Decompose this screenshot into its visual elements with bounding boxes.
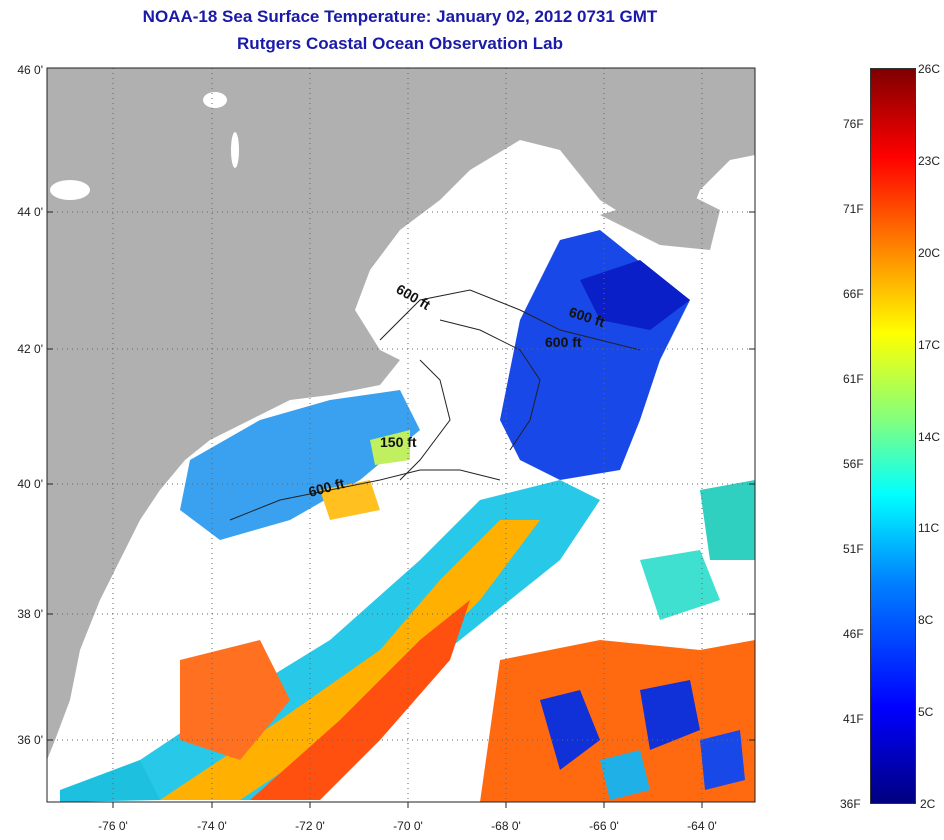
- sst-swaths: [60, 230, 755, 802]
- lon-label: -72 0': [295, 819, 325, 833]
- colorbar-c-label: 5C: [918, 705, 934, 719]
- colorbar-c-label: 14C: [918, 430, 941, 444]
- lat-label: 40 0': [17, 477, 43, 491]
- map-frame: [46, 67, 756, 803]
- contour-label: 150 ft: [380, 434, 417, 450]
- colorbar-f-label: 76F: [843, 117, 864, 131]
- colorbar-c-label: 26C: [918, 62, 941, 76]
- contour-label: 600 ft: [545, 334, 582, 350]
- map-subtitle: Rutgers Coastal Ocean Observation Lab: [237, 34, 563, 53]
- lon-label: -70 0': [393, 819, 423, 833]
- lat-label: 38 0': [17, 607, 43, 621]
- lon-label: -74 0': [197, 819, 227, 833]
- colorbar-c-label: 8C: [918, 613, 934, 627]
- colorbar-c-label: 17C: [918, 338, 941, 352]
- colorbar-c-label: 23C: [918, 154, 941, 168]
- lat-label: 36 0': [17, 733, 43, 747]
- inland-lakes: [50, 92, 239, 200]
- colorbar-f-label: 46F: [843, 627, 864, 641]
- colorbar-c-label: 11C: [918, 521, 940, 535]
- lat-label: 44 0': [17, 205, 43, 219]
- colorbar-f-label: 61F: [843, 372, 864, 386]
- depth-contours: [229, 289, 641, 521]
- temperature-colorbar: [870, 68, 916, 804]
- axis-ticks: [47, 211, 755, 808]
- colorbar-f-label: 71F: [843, 202, 864, 216]
- lon-label: -68 0': [491, 819, 521, 833]
- lon-label: -66 0': [589, 819, 619, 833]
- colorbar-f-label: 56F: [843, 457, 864, 471]
- lon-label: -76 0': [98, 819, 128, 833]
- map-title: NOAA-18 Sea Surface Temperature: January…: [142, 7, 658, 26]
- lat-label: 46 0': [17, 63, 43, 77]
- colorbar-f-label: 66F: [843, 287, 864, 301]
- colorbar-f-label: 41F: [843, 712, 864, 726]
- colorbar-c-label: 20C: [918, 246, 941, 260]
- grid-lines: [47, 68, 755, 802]
- lat-label: 42 0': [17, 342, 43, 356]
- colorbar-f-label: 51F: [843, 542, 864, 556]
- colorbar-f-label: 36F: [840, 797, 861, 811]
- lon-label: -64 0': [687, 819, 717, 833]
- land-mass: [47, 68, 755, 760]
- colorbar-c-label: 2C: [920, 797, 936, 811]
